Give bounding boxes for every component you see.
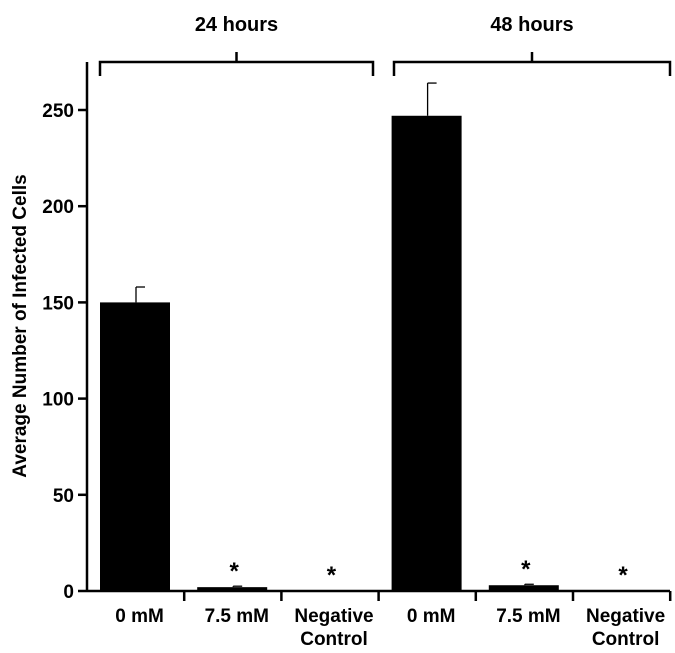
axes: 0 50 100 150 200 250: [42, 52, 672, 603]
x-tick-label: 0 mM: [407, 606, 456, 627]
significance-marker: *: [230, 558, 240, 585]
bar: [100, 302, 170, 591]
y-tick-label: 0: [63, 582, 74, 603]
bar: [197, 587, 268, 591]
y-axis-label-group: Average Number of Infected Cells: [10, 174, 31, 477]
x-tick-label: Control: [592, 629, 660, 650]
significance-marker: *: [327, 562, 337, 589]
significance-marker: *: [618, 562, 628, 589]
bars: [100, 82, 559, 591]
x-tick-label: 0 mM: [115, 606, 164, 627]
y-tick-label: 200: [42, 197, 74, 218]
y-tick-label: 100: [42, 390, 74, 411]
y-axis-label: Average Number of Infected Cells: [10, 174, 31, 477]
y-tick-label: 250: [42, 101, 74, 122]
x-tick-label: 7.5 mM: [496, 606, 560, 627]
group-bracket: [392, 60, 672, 76]
group-bracket: [98, 60, 375, 76]
group-label: 48 hours: [490, 14, 573, 36]
y-tick-label: 50: [53, 486, 74, 507]
significance-marker: *: [521, 556, 531, 583]
bar: [391, 115, 462, 591]
x-tick-label: Negative: [294, 606, 373, 627]
x-tick-label: 7.5 mM: [205, 606, 269, 627]
x-tick-label: Control: [300, 629, 368, 650]
x-tick-label: Negative: [586, 606, 665, 627]
bar: [488, 585, 559, 591]
group-label: 24 hours: [195, 14, 278, 36]
y-tick-label: 150: [42, 293, 74, 314]
